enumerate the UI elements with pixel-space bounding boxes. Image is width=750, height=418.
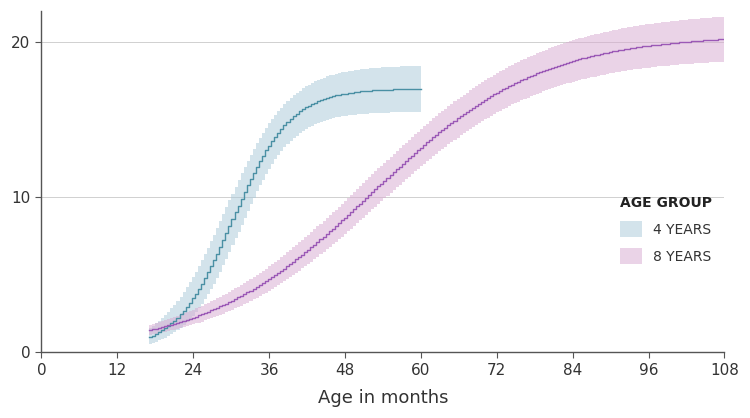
X-axis label: Age in months: Age in months	[318, 389, 448, 407]
Legend: 4 YEARS, 8 YEARS: 4 YEARS, 8 YEARS	[614, 190, 718, 270]
